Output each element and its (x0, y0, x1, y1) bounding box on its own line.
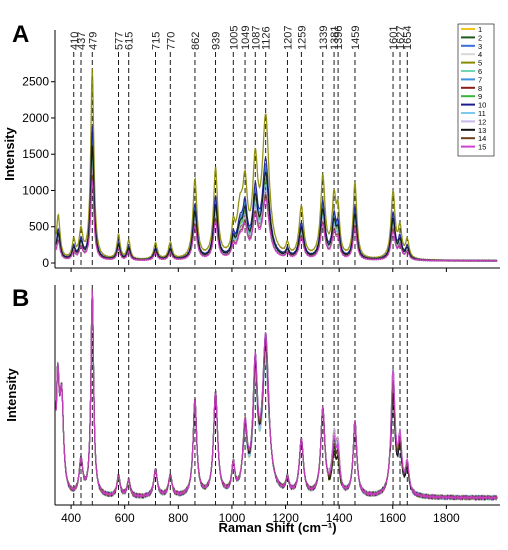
legend-label: 2 (478, 33, 482, 42)
spectrum-b-6 (55, 290, 498, 502)
spectrum-a-3 (55, 134, 498, 262)
y-tick-label-a: 1000 (22, 183, 49, 197)
peak-marker-label: 1087 (250, 26, 262, 50)
peak-marker-label: 479 (87, 32, 99, 50)
spectrum-a-2 (55, 142, 498, 262)
y-tick-label-a: 500 (29, 220, 49, 234)
legend-label: 12 (478, 117, 486, 126)
y-tick-label-a: 0 (42, 256, 49, 270)
legend-label: 4 (478, 50, 482, 59)
peak-marker-label: 577 (114, 32, 126, 50)
x-tick-label-b: 400 (61, 511, 81, 525)
spectrum-b-3 (55, 290, 498, 502)
legend-label: 5 (478, 59, 482, 68)
spectrum-a-6 (55, 145, 498, 262)
x-tick-label-b: 1200 (272, 511, 299, 525)
y-tick-label-a: 2500 (22, 75, 49, 89)
legend-label: 11 (478, 109, 486, 118)
spectrum-b-1 (55, 288, 498, 501)
legend-label: 8 (478, 84, 482, 93)
legend-label: 6 (478, 67, 482, 76)
peak-marker-label: 437 (76, 32, 88, 50)
legend-label: 15 (478, 143, 486, 152)
peak-marker-label: 1339 (318, 26, 330, 50)
peak-marker-label: 1259 (296, 26, 308, 50)
spectrum-b-12 (55, 290, 498, 501)
spectrum-b-9 (55, 290, 498, 501)
x-tick-label-b: 1600 (379, 511, 406, 525)
spectrum-a-7 (55, 138, 498, 262)
peak-marker-label: 615 (124, 32, 136, 50)
y-axis-title-b: Intensity (4, 368, 19, 422)
peak-marker-label: 862 (190, 32, 202, 50)
peak-marker-label: 1396 (333, 26, 345, 50)
legend-label: 1 (478, 25, 482, 34)
peak-marker-label: 1381 (329, 26, 341, 50)
panel-label-a: A (12, 21, 29, 48)
legend-box (457, 23, 495, 157)
peak-marker-label: 715 (151, 32, 163, 50)
peak-marker-label: 1627 (395, 26, 407, 50)
x-axis-title-b: Raman Shift (cm⁻¹) (218, 520, 336, 535)
legend-label: 13 (478, 126, 486, 135)
x-tick-label-b: 600 (115, 511, 135, 525)
spectrum-b-8 (55, 288, 498, 501)
spectrum-b-11 (55, 288, 498, 501)
spectrum-a-13 (55, 145, 498, 262)
spectrum-b-13 (55, 290, 498, 501)
x-tick-label-b: 1800 (433, 511, 460, 525)
peak-marker-label: 1049 (240, 26, 252, 50)
peak-marker-label: 410 (69, 32, 81, 50)
spectrum-b-2 (55, 288, 498, 501)
spectrum-b-14 (55, 288, 498, 501)
peak-marker-label: 1654 (402, 26, 414, 50)
x-tick-label-b: 1400 (326, 511, 353, 525)
spectrum-a-4 (55, 149, 498, 262)
spectrum-a-5 (55, 68, 498, 262)
y-axis-title-a: Intensity (2, 127, 17, 181)
legend-label: 14 (478, 134, 486, 143)
peak-marker-label: 1005 (228, 26, 240, 50)
peak-marker-label: 1207 (282, 26, 294, 50)
x-tick-label-b: 1000 (219, 511, 246, 525)
spectrum-b-15 (55, 289, 498, 501)
spectrum-a-15 (55, 180, 498, 262)
peak-marker-label: 1601 (388, 26, 400, 50)
spectrum-b-5 (55, 288, 498, 501)
peak-marker-label: 1126 (261, 26, 273, 50)
peak-marker-label: 770 (165, 32, 177, 50)
peak-marker-label: 939 (211, 32, 223, 50)
legend-label: 3 (478, 42, 482, 51)
x-tick-label-b: 800 (168, 511, 188, 525)
spectrum-b-4 (55, 289, 498, 502)
peak-marker-label: 1459 (350, 26, 362, 50)
panel-label-b: B (12, 285, 29, 312)
legend-label: 7 (478, 75, 482, 84)
legend-label: 9 (478, 92, 482, 101)
spectrum-b-7 (55, 289, 498, 502)
panel-b: 400 600 800 1000 1200 1400 1600 1800 Intensity Ra… (4, 285, 500, 535)
spectrum-b-10 (55, 289, 498, 501)
legend-label: 10 (478, 101, 486, 110)
y-tick-label-a: 2000 (22, 111, 49, 125)
y-tick-label-a: 1500 (22, 147, 49, 161)
